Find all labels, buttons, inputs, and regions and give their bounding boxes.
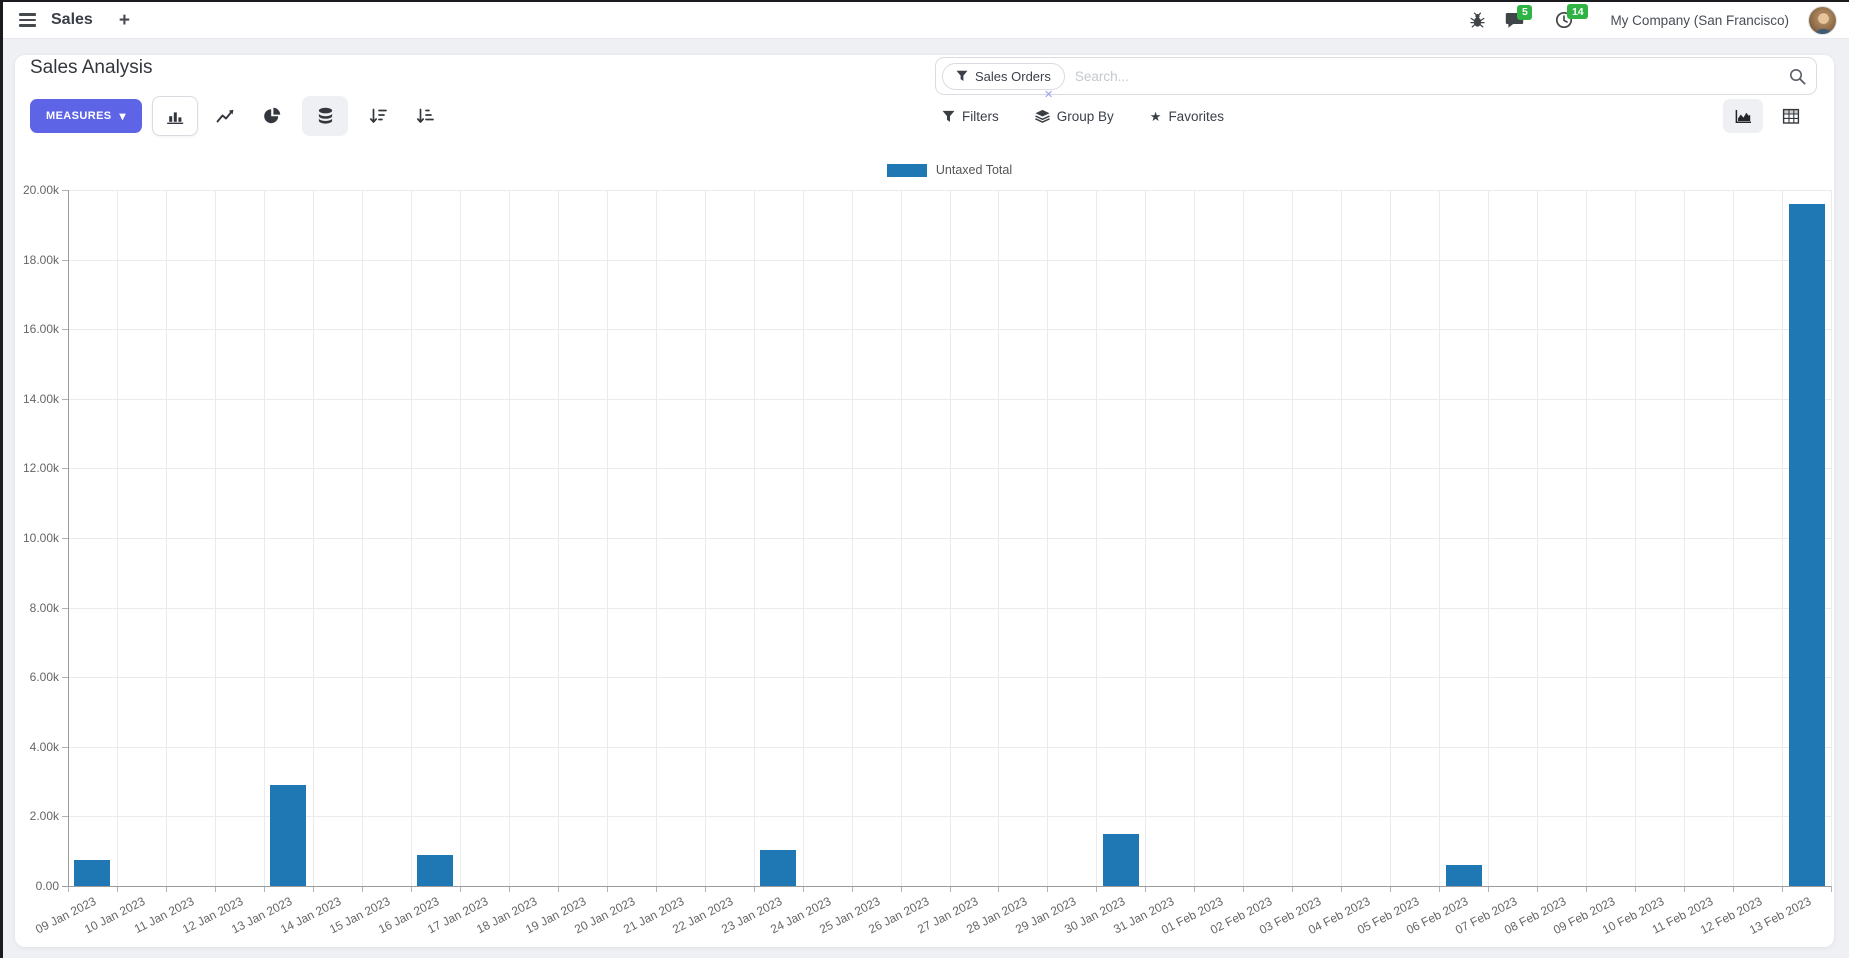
line-chart-button[interactable] xyxy=(202,96,248,136)
pivot-view-button[interactable] xyxy=(1771,99,1811,133)
content-card xyxy=(15,55,1834,947)
bar-chart-button[interactable] xyxy=(152,96,198,136)
group-by-button[interactable]: Group By xyxy=(1034,108,1114,124)
area-chart-icon xyxy=(1735,109,1751,123)
filter-funnel-icon xyxy=(942,110,955,122)
messages-count-badge: 5 xyxy=(1517,4,1533,20)
new-tab-plus-icon[interactable]: + xyxy=(118,9,130,31)
search-input[interactable] xyxy=(1074,68,1781,84)
bar[interactable] xyxy=(270,785,307,886)
stacked-database-icon xyxy=(318,107,332,124)
filters-button[interactable]: Filters xyxy=(942,109,999,124)
view-switcher xyxy=(1723,99,1811,133)
search-options: Filters Group By ★ Favorites xyxy=(942,99,1224,133)
activities-count-badge: 14 xyxy=(1567,4,1589,20)
messages-menu[interactable]: 5 xyxy=(1505,4,1533,29)
legend-swatch xyxy=(886,163,927,177)
chart-legend[interactable]: Untaxed Total xyxy=(68,163,1831,177)
star-icon: ★ xyxy=(1149,108,1162,124)
sort-descending-button[interactable] xyxy=(355,96,401,136)
pie-chart-button[interactable] xyxy=(249,96,295,136)
bar[interactable] xyxy=(74,859,111,886)
favorites-label: Favorites xyxy=(1168,108,1224,124)
line-chart-icon xyxy=(216,109,233,123)
measures-button[interactable]: MEASURES ▾ xyxy=(30,99,142,133)
page-title: Sales Analysis xyxy=(30,57,153,78)
window-edge-left xyxy=(0,0,3,958)
bar[interactable] xyxy=(1445,865,1482,886)
apps-menu-icon[interactable] xyxy=(11,5,43,35)
bar-chart-icon xyxy=(166,111,183,124)
bar[interactable] xyxy=(417,855,454,886)
top-navbar: Sales + 5 14 My Company (San Francisco) xyxy=(3,2,1849,39)
bug-icon xyxy=(1470,11,1486,27)
layers-icon xyxy=(1034,109,1050,123)
measures-label: MEASURES xyxy=(46,110,112,122)
facet-remove-icon[interactable]: ✕ xyxy=(1044,89,1054,101)
sort-desc-icon xyxy=(369,108,387,123)
app-brand-sales[interactable]: Sales xyxy=(51,11,93,28)
company-switcher[interactable]: My Company (San Francisco) xyxy=(1610,12,1789,28)
stacked-toggle-button[interactable] xyxy=(302,96,348,136)
favorites-button[interactable]: ★ Favorites xyxy=(1150,109,1224,124)
graph-view-button[interactable] xyxy=(1723,99,1763,133)
clock-icon xyxy=(1556,11,1573,29)
filters-label: Filters xyxy=(962,108,999,124)
bar[interactable] xyxy=(1102,833,1139,886)
chevron-down-icon: ▾ xyxy=(119,109,126,123)
legend-label: Untaxed Total xyxy=(935,163,1013,177)
pivot-table-icon xyxy=(1782,108,1800,124)
group-by-label: Group By xyxy=(1056,108,1114,124)
search-icon[interactable] xyxy=(1789,68,1806,85)
user-avatar[interactable] xyxy=(1808,5,1837,35)
activities-menu[interactable]: 14 xyxy=(1555,4,1589,29)
filter-funnel-icon xyxy=(956,70,968,81)
sort-asc-icon xyxy=(416,108,434,123)
search-bar[interactable]: Sales Orders ✕ xyxy=(935,57,1817,101)
facet-label: Sales Orders xyxy=(975,68,1051,84)
window-edge-top xyxy=(0,0,1849,2)
search-facet-sales-orders[interactable]: Sales Orders xyxy=(942,62,1065,90)
sort-ascending-button[interactable] xyxy=(402,96,448,136)
bar[interactable] xyxy=(1788,203,1825,886)
bar[interactable] xyxy=(760,850,797,886)
avatar-image xyxy=(1809,6,1836,34)
pie-chart-icon xyxy=(264,107,281,124)
debug-bug-icon[interactable] xyxy=(1469,11,1486,29)
